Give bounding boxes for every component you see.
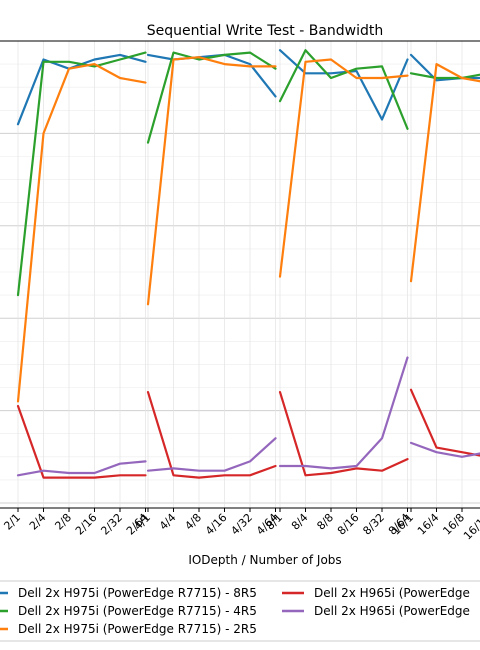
legend-label: Dell 2x H975i (PowerEdge R7715) - 8R5 (18, 586, 257, 600)
series-line-2-group-1 (16, 51, 147, 297)
axes-layer (0, 40, 480, 512)
legend-label: Dell 2x H975i (PowerEdge R7715) - 4R5 (18, 604, 257, 618)
chart-title: Sequential Write Test - Bandwidth (147, 23, 384, 39)
series-line-5-group-3 (278, 356, 409, 470)
grid-layer (0, 40, 480, 508)
series-line-4-group-3 (278, 391, 409, 477)
series-line-3-group-4 (409, 62, 480, 283)
legend-box (0, 580, 480, 642)
series-line-5-group-1 (16, 460, 147, 477)
legend-label: Dell 2x H965i (PowerEdge (314, 604, 470, 618)
legend: Dell 2x H975i (PowerEdge R7715) - 8R5 Del… (0, 580, 480, 642)
x-axis-label: IODepth / Number of Jobs (188, 553, 341, 567)
legend-label: Dell 2x H975i (PowerEdge R7715) - 2R5 (18, 622, 257, 636)
series-line-4-group-2 (146, 391, 277, 479)
series-line-1-group-3 (278, 49, 409, 121)
legend-label: Dell 2x H965i (PowerEdge (314, 586, 470, 600)
series-line-3-group-2 (146, 56, 277, 306)
series-line-3-group-3 (278, 58, 409, 278)
series-line-1-group-2 (146, 53, 277, 98)
series-line-2-group-2 (146, 51, 277, 144)
series-line-5-group-2 (146, 437, 277, 472)
series-line-3-group-1 (16, 62, 147, 403)
series-line-5-group-4 (409, 441, 480, 458)
series-line-4-group-4 (409, 388, 480, 457)
series-line-4-group-1 (16, 404, 147, 479)
plot-frame (0, 40, 480, 509)
series-layer (16, 49, 480, 479)
